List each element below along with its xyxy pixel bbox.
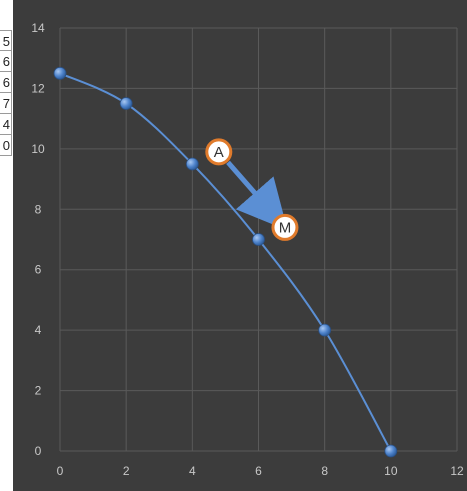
y-tick-label: 2: [35, 384, 42, 398]
table-cell: 6: [0, 72, 12, 93]
y-tick-label: 10: [31, 142, 45, 156]
y-tick-label: 8: [35, 202, 42, 216]
table-cell: 7: [0, 93, 12, 114]
annotation-marker: [205, 138, 233, 166]
data-point: [318, 323, 332, 337]
data-point: [384, 444, 398, 458]
x-tick-label: 4: [189, 464, 196, 478]
x-tick-label: 6: [255, 464, 262, 478]
table-cell: 4: [0, 114, 12, 135]
annotation-label: A: [214, 144, 224, 161]
x-tick-label: 0: [57, 464, 64, 478]
table-cell: 0: [0, 135, 12, 156]
data-point: [119, 97, 133, 110]
x-tick-label: 10: [384, 464, 398, 478]
arrow-a-to-m: [226, 160, 288, 231]
series-line: [59, 72, 392, 452]
table-cell: 6: [0, 51, 12, 72]
table-cell: 5: [0, 30, 12, 51]
x-tick-label: 8: [321, 464, 328, 478]
y-tick-label: 6: [35, 263, 42, 277]
annotation-label: M: [279, 219, 292, 236]
data-points: [53, 66, 398, 458]
data-point: [53, 66, 67, 80]
data-point: [252, 233, 265, 246]
tick-labels: 0 2 4 6 8 10 12 0 2 4 6 8 10 12 14: [31, 21, 464, 478]
annotation-marker: [271, 213, 299, 241]
y-tick-label: 12: [31, 81, 45, 95]
y-tick-label: 0: [35, 444, 42, 458]
data-point: [185, 157, 199, 171]
grid-lines: [59, 27, 458, 452]
x-tick-label: 2: [123, 464, 130, 478]
y-tick-label: 14: [31, 21, 45, 35]
x-tick-label: 12: [450, 464, 464, 478]
y-tick-label: 4: [35, 323, 42, 337]
annotations: AM: [205, 138, 299, 241]
